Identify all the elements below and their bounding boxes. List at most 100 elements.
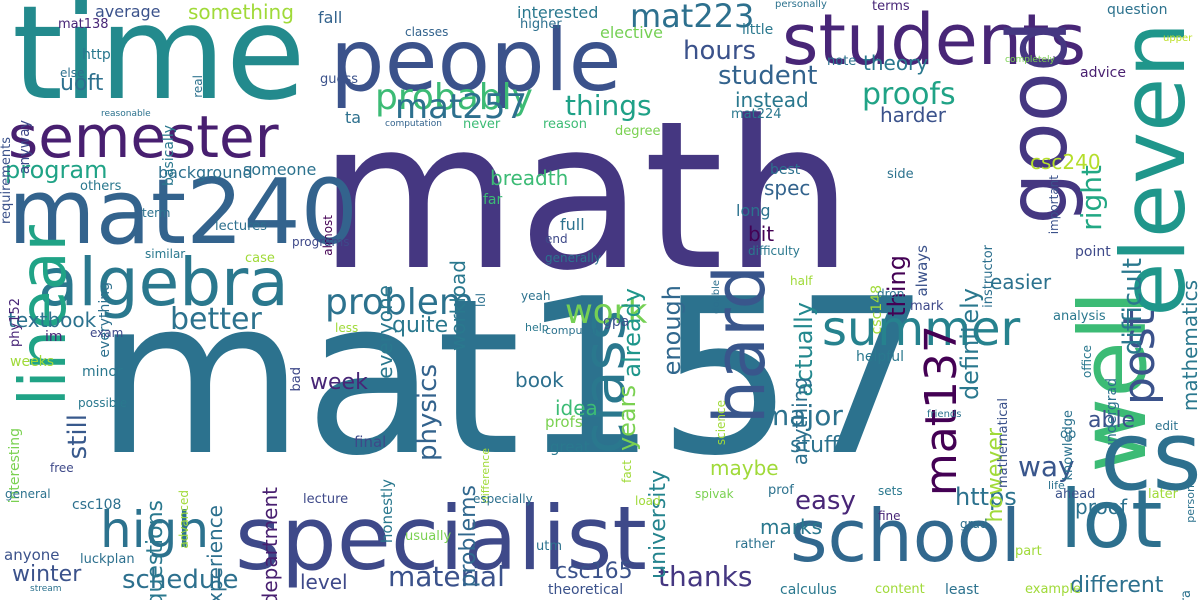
cloud-word: work [565,292,648,332]
cloud-word: idea [555,396,598,420]
cloud-word: everything [97,282,113,358]
cloud-word: https [955,483,1017,511]
cloud-word: minor [82,364,123,380]
cloud-word: op [1060,427,1077,442]
cloud-word: fall [318,8,343,27]
cloud-word: different [1070,573,1164,598]
cloud-word: someone [243,160,317,179]
cloud-word: knowledge [1061,410,1076,481]
cloud-word: science [714,400,728,446]
cloud-word: mark [910,299,944,314]
cloud-word: anything [788,377,812,466]
cloud-word: proofs [862,77,956,112]
cloud-word: helpful [856,349,904,365]
cloud-word: advanced [177,490,191,549]
cloud-word: honestly [378,479,396,544]
cloud-word: little [742,22,774,38]
cloud-word: lectures [215,219,267,234]
cloud-word: usually [405,529,452,544]
cloud-word: bit [748,222,775,246]
cloud-word: programs [292,235,350,249]
cloud-word: yeah [521,289,551,303]
cloud-word: end [545,232,568,246]
cloud-word: weeks [10,354,55,370]
cloud-word: definitely [956,288,984,401]
cloud-word: csc165 [555,559,633,584]
cloud-word: university [646,470,671,579]
cloud-word: breadth [490,166,569,190]
cloud-word: hours [683,36,757,66]
cloud-word: mat223 [630,0,755,35]
cloud-word: grad [960,517,988,531]
cloud-word: time [12,0,306,129]
cloud-word: analysis [1053,309,1106,324]
cloud-word: reason [543,117,587,132]
cloud-word: able [1088,408,1136,433]
cloud-word: mat138 [58,17,109,32]
cloud-word: later [1148,487,1179,502]
cloud-word: uoft [60,71,104,96]
cloud-word: real [191,75,205,98]
cloud-word: possible [78,396,128,410]
cloud-word: high [100,501,210,559]
cloud-word: edit [1155,419,1179,433]
cloud-word: person [1184,485,1197,523]
cloud-word: background [158,163,253,182]
cloud-word: side [887,167,914,182]
cloud-word: else [60,66,85,80]
cloud-word: long [736,201,771,220]
cloud-word: example [1025,582,1081,597]
cloud-word: prof [768,483,794,498]
cloud-word: thanks [658,560,753,593]
cloud-word: content [875,582,925,597]
cloud-word: basically [161,125,177,186]
cloud-word: profs [545,413,583,431]
cloud-word: final [354,433,387,451]
cloud-word: student [718,61,818,91]
cloud-word: still [63,414,93,460]
cloud-word: better [170,302,262,337]
cloud-word: ta [345,108,362,127]
cloud-word: upper [1163,33,1193,44]
cloud-word: average [95,2,161,21]
cloud-word: lol [474,293,488,308]
cloud-word: note [827,54,857,69]
cloud-word: bad [289,367,304,392]
cloud-word: http [82,47,111,63]
cloud-word: others [80,179,122,194]
cloud-word: advice [1080,65,1126,81]
cloud-word: mat224 [731,107,782,122]
cloud-word: department [258,487,282,600]
cloud-word: theory [863,51,929,75]
cloud-word: theoretical [548,582,624,598]
cloud-word: everyone [373,285,397,379]
cloud-word: experience [203,505,227,600]
cloud-word: drop [877,287,905,301]
cloud-word: students [782,0,1087,81]
cloud-word: guess [320,72,359,87]
cloud-word: personally [775,0,827,10]
cloud-word: life [1048,479,1065,492]
cloud-word: full [560,215,585,234]
cloud-word: material [388,560,505,593]
cloud-word: workload [446,260,470,352]
cloud-word: interested [517,3,599,22]
cloud-word: spivak [695,487,734,501]
cloud-word: important [1047,175,1061,235]
cloud-word: degree [615,124,661,139]
cloud-word: question [1107,2,1168,18]
cloud-word: computer [545,324,599,337]
cloud-word: load [635,494,661,508]
cloud-word: rather [735,537,775,552]
cloud-word: gpa [603,314,630,330]
cloud-word: friends [927,409,962,420]
cloud-word: higher [520,17,562,32]
cloud-word: way [1018,450,1075,483]
cloud-word: math [318,78,854,316]
cloud-word: exam [90,326,124,340]
cloud-word: terms [872,0,910,14]
cloud-word: general [5,487,51,501]
cloud-word: help [525,321,549,334]
cloud-word: best [770,162,801,178]
